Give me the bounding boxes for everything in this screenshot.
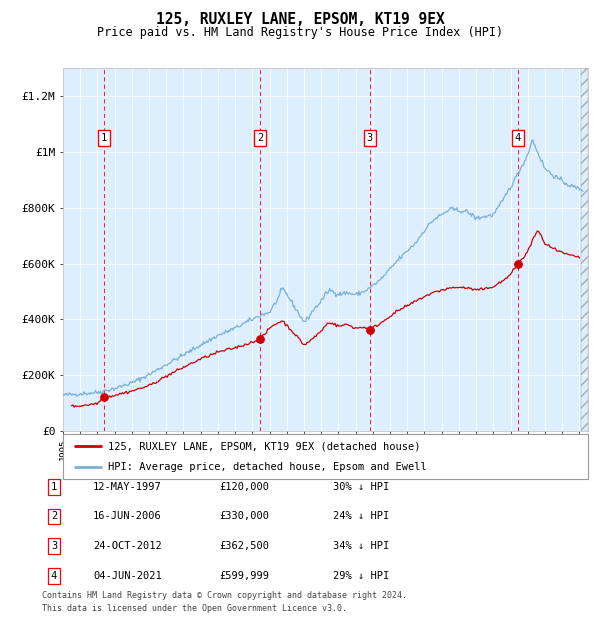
Text: 30% ↓ HPI: 30% ↓ HPI	[333, 482, 389, 492]
Text: 3: 3	[367, 133, 373, 143]
Text: 29% ↓ HPI: 29% ↓ HPI	[333, 571, 389, 581]
Text: 3: 3	[51, 541, 57, 551]
Text: £599,999: £599,999	[219, 571, 269, 581]
Text: £120,000: £120,000	[219, 482, 269, 492]
Text: 4: 4	[515, 133, 521, 143]
Text: 125, RUXLEY LANE, EPSOM, KT19 9EX (detached house): 125, RUXLEY LANE, EPSOM, KT19 9EX (detac…	[107, 441, 420, 451]
Point	[365, 325, 374, 335]
Text: 2: 2	[51, 512, 57, 521]
Text: 12-MAY-1997: 12-MAY-1997	[93, 482, 162, 492]
Text: HPI: Average price, detached house, Epsom and Ewell: HPI: Average price, detached house, Epso…	[107, 463, 427, 472]
Point	[256, 334, 265, 343]
Text: 125, RUXLEY LANE, EPSOM, KT19 9EX: 125, RUXLEY LANE, EPSOM, KT19 9EX	[155, 12, 445, 27]
Text: 4: 4	[51, 571, 57, 581]
Text: Contains HM Land Registry data © Crown copyright and database right 2024.: Contains HM Land Registry data © Crown c…	[42, 590, 407, 600]
FancyBboxPatch shape	[63, 434, 588, 479]
Text: This data is licensed under the Open Government Licence v3.0.: This data is licensed under the Open Gov…	[42, 603, 347, 613]
Text: £362,500: £362,500	[219, 541, 269, 551]
Point	[513, 259, 523, 268]
Text: 1: 1	[101, 133, 107, 143]
Text: 34% ↓ HPI: 34% ↓ HPI	[333, 541, 389, 551]
Text: 2: 2	[257, 133, 263, 143]
Text: Price paid vs. HM Land Registry's House Price Index (HPI): Price paid vs. HM Land Registry's House …	[97, 26, 503, 39]
Text: 16-JUN-2006: 16-JUN-2006	[93, 512, 162, 521]
Text: 24-OCT-2012: 24-OCT-2012	[93, 541, 162, 551]
Text: 24% ↓ HPI: 24% ↓ HPI	[333, 512, 389, 521]
Text: £330,000: £330,000	[219, 512, 269, 521]
Text: 1: 1	[51, 482, 57, 492]
Point	[99, 392, 109, 402]
Text: 04-JUN-2021: 04-JUN-2021	[93, 571, 162, 581]
